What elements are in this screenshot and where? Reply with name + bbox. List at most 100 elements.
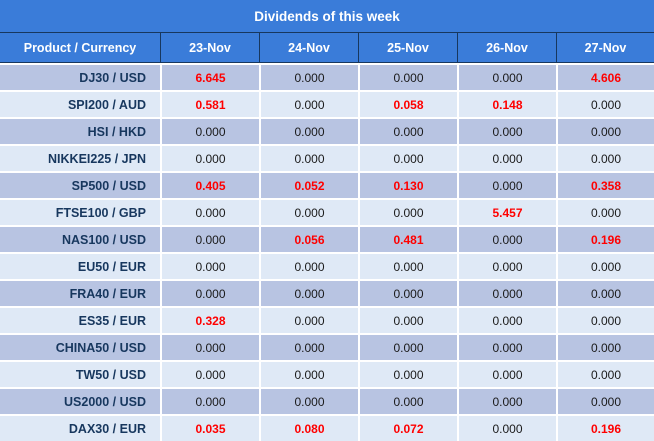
- product-label: FRA40 / EUR: [0, 279, 160, 306]
- dividend-value: 0.000: [358, 198, 457, 225]
- product-label: ES35 / EUR: [0, 306, 160, 333]
- dividend-value: 0.000: [457, 225, 556, 252]
- dividend-value: 0.000: [259, 252, 358, 279]
- dividend-value: 0.000: [160, 252, 259, 279]
- column-header-row: Product / Currency 23-Nov 24-Nov 25-Nov 26-N…: [0, 32, 654, 63]
- product-label: NIKKEI225 / JPN: [0, 144, 160, 171]
- table-row: HSI / HKD 0.000 0.000 0.000 0.000 0.000: [0, 117, 654, 144]
- dividend-value: 0.000: [457, 387, 556, 414]
- table-row: NAS100 / USD 0.000 0.056 0.481 0.000 0.196: [0, 225, 654, 252]
- product-label: EU50 / EUR: [0, 252, 160, 279]
- dividend-value-nonzero: 0.148: [457, 90, 556, 117]
- dividend-value: 0.000: [457, 333, 556, 360]
- dividend-value: 0.000: [358, 306, 457, 333]
- title-row: Dividends of this week: [0, 0, 654, 32]
- dividend-value-nonzero: 4.606: [556, 63, 654, 90]
- dividend-value: 0.000: [160, 225, 259, 252]
- table-row: SPI200 / AUD 0.581 0.000 0.058 0.148 0.000: [0, 90, 654, 117]
- dividend-value: 0.000: [259, 90, 358, 117]
- product-label: DAX30 / EUR: [0, 414, 160, 441]
- table-row: DJ30 / USD 6.645 0.000 0.000 0.000 4.606: [0, 63, 654, 90]
- product-label: DJ30 / USD: [0, 63, 160, 90]
- table-row: FTSE100 / GBP 0.000 0.000 0.000 5.457 0.000: [0, 198, 654, 225]
- dividend-value-nonzero: 0.581: [160, 90, 259, 117]
- dividend-value: 0.000: [556, 198, 654, 225]
- dividend-value-nonzero: 0.481: [358, 225, 457, 252]
- dividend-value-nonzero: 0.196: [556, 414, 654, 441]
- table-row: FRA40 / EUR 0.000 0.000 0.000 0.000 0.000: [0, 279, 654, 306]
- dividend-value: 0.000: [358, 387, 457, 414]
- dividend-value: 0.000: [556, 387, 654, 414]
- dividend-value: 0.000: [358, 63, 457, 90]
- column-header-date: 23-Nov: [160, 32, 259, 63]
- dividend-value: 0.000: [160, 360, 259, 387]
- product-label: HSI / HKD: [0, 117, 160, 144]
- dividend-value-nonzero: 0.130: [358, 171, 457, 198]
- dividend-value: 0.000: [556, 90, 654, 117]
- dividend-value-nonzero: 0.072: [358, 414, 457, 441]
- table-title: Dividends of this week: [0, 0, 654, 32]
- dividend-value-nonzero: 5.457: [457, 198, 556, 225]
- dividend-value: 0.000: [358, 144, 457, 171]
- dividend-value-nonzero: 0.358: [556, 171, 654, 198]
- table-row: DAX30 / EUR 0.035 0.080 0.072 0.000 0.196: [0, 414, 654, 441]
- dividend-value: 0.000: [160, 117, 259, 144]
- dividend-value: 0.000: [259, 144, 358, 171]
- table-row: TW50 / USD 0.000 0.000 0.000 0.000 0.000: [0, 360, 654, 387]
- dividend-value-nonzero: 0.196: [556, 225, 654, 252]
- dividend-value: 0.000: [457, 252, 556, 279]
- dividend-value: 0.000: [160, 387, 259, 414]
- dividend-value: 0.000: [259, 63, 358, 90]
- dividend-value: 0.000: [259, 117, 358, 144]
- dividend-value: 0.000: [259, 306, 358, 333]
- dividend-value: 0.000: [160, 198, 259, 225]
- product-label: NAS100 / USD: [0, 225, 160, 252]
- dividend-value: 0.000: [457, 63, 556, 90]
- table-row: NIKKEI225 / JPN 0.000 0.000 0.000 0.000 0.000: [0, 144, 654, 171]
- dividend-value: 0.000: [358, 360, 457, 387]
- dividend-value: 0.000: [556, 279, 654, 306]
- dividend-value: 0.000: [556, 144, 654, 171]
- product-label: SP500 / USD: [0, 171, 160, 198]
- dividend-value-nonzero: 0.328: [160, 306, 259, 333]
- dividend-value-nonzero: 6.645: [160, 63, 259, 90]
- dividend-value: 0.000: [556, 306, 654, 333]
- product-label: SPI200 / AUD: [0, 90, 160, 117]
- product-label: US2000 / USD: [0, 387, 160, 414]
- dividend-value: 0.000: [358, 333, 457, 360]
- product-label: FTSE100 / GBP: [0, 198, 160, 225]
- dividend-value-nonzero: 0.058: [358, 90, 457, 117]
- dividend-value-nonzero: 0.405: [160, 171, 259, 198]
- dividend-value-nonzero: 0.052: [259, 171, 358, 198]
- product-label: TW50 / USD: [0, 360, 160, 387]
- dividend-value: 0.000: [160, 144, 259, 171]
- dividend-value: 0.000: [457, 144, 556, 171]
- dividend-value-nonzero: 0.056: [259, 225, 358, 252]
- dividend-value: 0.000: [160, 279, 259, 306]
- dividend-value: 0.000: [160, 333, 259, 360]
- dividend-value: 0.000: [457, 360, 556, 387]
- table-row: SP500 / USD 0.405 0.052 0.130 0.000 0.358: [0, 171, 654, 198]
- dividend-value: 0.000: [556, 117, 654, 144]
- column-header-date: 26-Nov: [457, 32, 556, 63]
- dividend-value: 0.000: [457, 306, 556, 333]
- table-row: ES35 / EUR 0.328 0.000 0.000 0.000 0.000: [0, 306, 654, 333]
- dividend-value: 0.000: [457, 171, 556, 198]
- dividend-value: 0.000: [556, 252, 654, 279]
- table-body: DJ30 / USD 6.645 0.000 0.000 0.000 4.606 SPI20…: [0, 63, 654, 441]
- column-header-date: 27-Nov: [556, 32, 654, 63]
- dividend-value-nonzero: 0.080: [259, 414, 358, 441]
- dividend-value: 0.000: [259, 279, 358, 306]
- dividend-value: 0.000: [259, 387, 358, 414]
- dividend-value: 0.000: [358, 117, 457, 144]
- table-row: CHINA50 / USD 0.000 0.000 0.000 0.000 0.000: [0, 333, 654, 360]
- column-header-product: Product / Currency: [0, 32, 160, 63]
- column-header-date: 24-Nov: [259, 32, 358, 63]
- dividend-value: 0.000: [556, 360, 654, 387]
- dividend-value: 0.000: [259, 333, 358, 360]
- table-row: US2000 / USD 0.000 0.000 0.000 0.000 0.000: [0, 387, 654, 414]
- dividend-value: 0.000: [556, 333, 654, 360]
- dividend-value: 0.000: [457, 414, 556, 441]
- dividend-value: 0.000: [259, 360, 358, 387]
